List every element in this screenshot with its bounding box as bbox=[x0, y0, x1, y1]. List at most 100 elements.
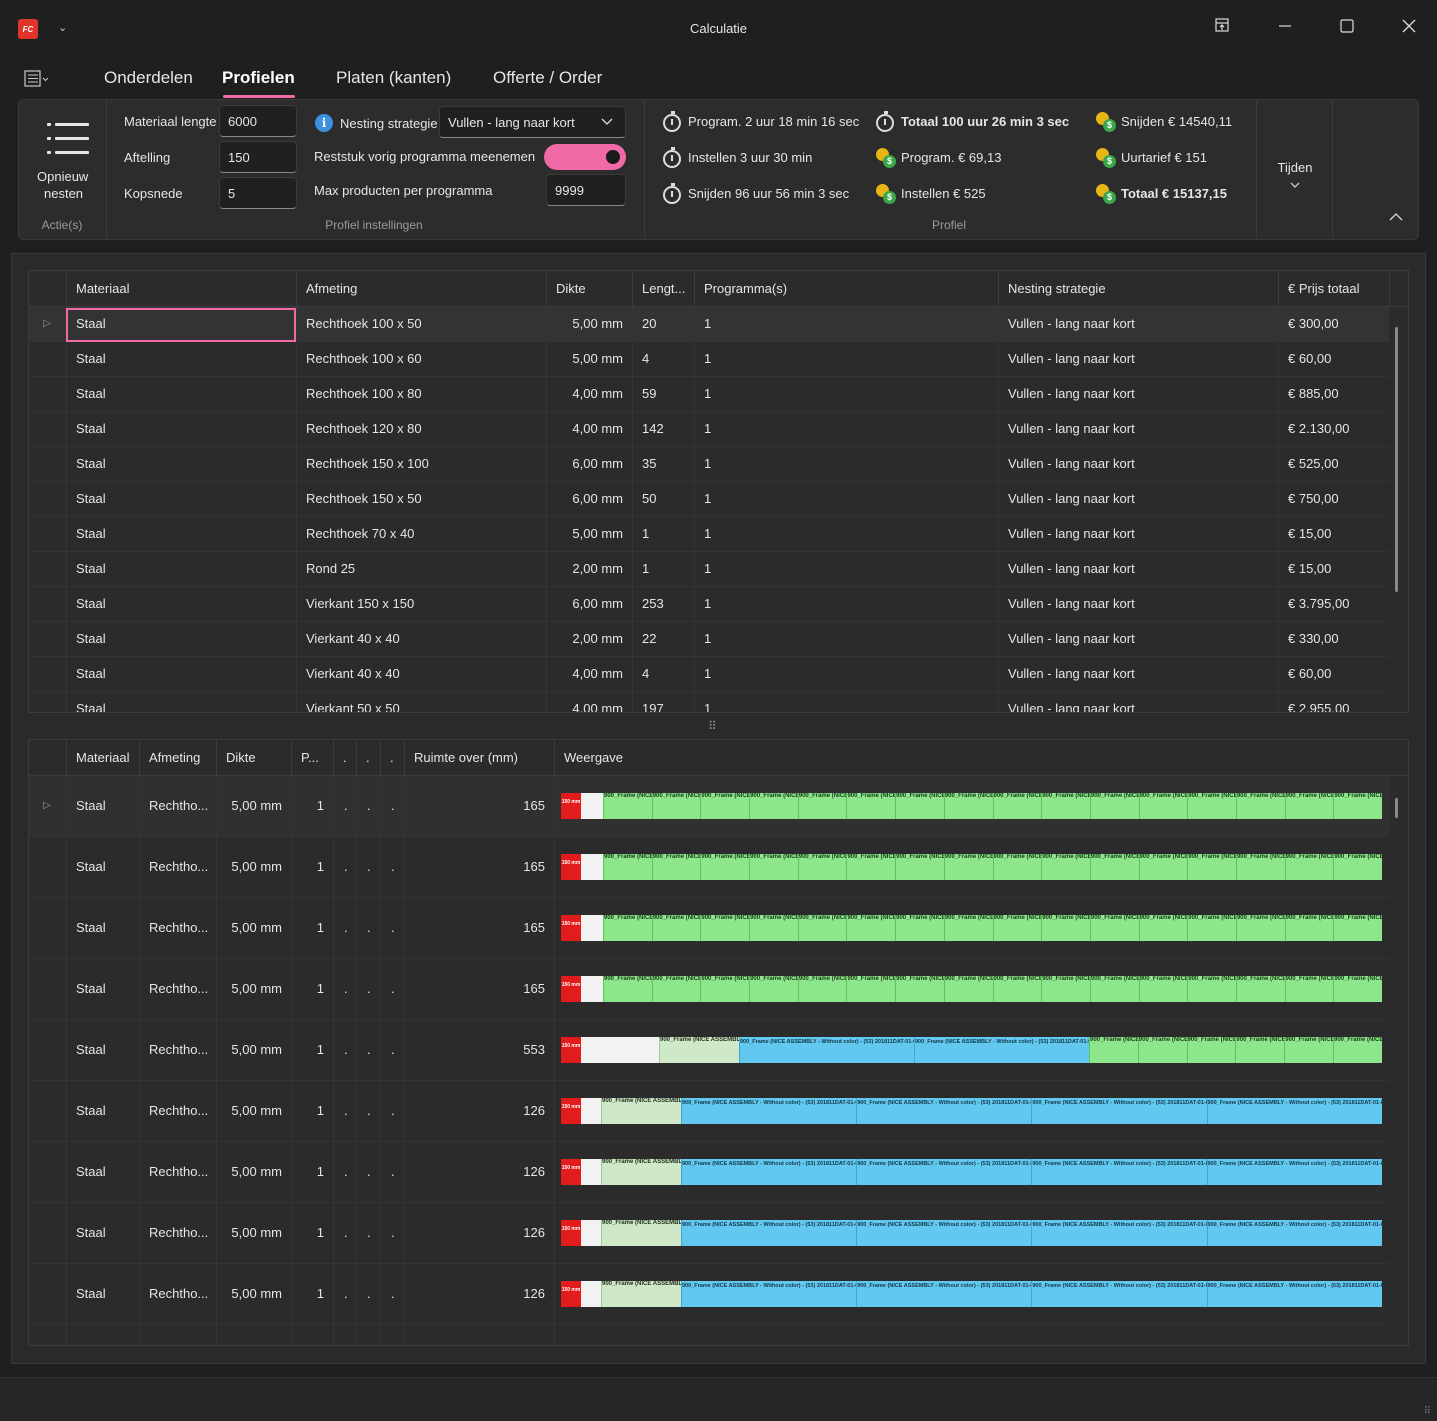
table-cell[interactable]: Rechtho... bbox=[139, 837, 216, 897]
nested-part[interactable]: 900_Frame (NICE ASSEMBLY - Without color… bbox=[943, 793, 993, 819]
nested-part[interactable]: 900_Frame (NICE ASSEMBLY - Without color… bbox=[1031, 1281, 1207, 1307]
renest-button[interactable]: Opnieuw nesten bbox=[25, 106, 101, 206]
table-cell[interactable]: 142 bbox=[632, 412, 694, 446]
table-cell[interactable]: 50 bbox=[632, 482, 694, 516]
nested-part[interactable]: 900_Frame (NICE ASSEMBLY - Without color… bbox=[1187, 976, 1236, 1002]
nesting-visual-cell[interactable]: 150 mm 900_Frame (NICE ASSEMBLY - Without… bbox=[554, 1142, 1389, 1202]
menu-icon[interactable] bbox=[24, 70, 49, 88]
table-cell[interactable]: 35 bbox=[632, 447, 694, 481]
table-row[interactable]: Staal Rechtho... 5,00 mm 1... 126 150 mm 900_F… bbox=[29, 1081, 1389, 1142]
table-cell[interactable]: 1 bbox=[694, 377, 998, 411]
table-cell[interactable]: . bbox=[333, 1081, 356, 1141]
nested-part[interactable]: 900_Frame (NICE ASSEMBLY - Without color… bbox=[651, 793, 701, 819]
table-cell[interactable]: Rechtho... bbox=[139, 1203, 216, 1263]
table-cell[interactable]: . bbox=[380, 1020, 404, 1080]
table-cell[interactable]: 126 bbox=[404, 1142, 554, 1202]
table-cell[interactable]: . bbox=[356, 1203, 380, 1263]
nested-part[interactable]: 900_Frame (NICE ASSEMBLY - Without color… bbox=[846, 854, 896, 880]
nested-part[interactable]: 900_Frame (NICE ASSEMBLY - Without color… bbox=[1235, 793, 1285, 819]
nested-part[interactable]: 900_Frame (NICE ASSEMBLY - Without color… bbox=[739, 1037, 914, 1063]
table-cell[interactable]: 126 bbox=[404, 1264, 554, 1324]
table-row[interactable]: Staal Rechthoek 120 x 80 4,00 mm 142 1 Vullen… bbox=[29, 412, 1389, 447]
table-cell[interactable]: 20 bbox=[632, 307, 694, 341]
table-row[interactable]: Staal Rechtho... 5,00 mm 1... 165 150 mm 900_F… bbox=[29, 837, 1389, 898]
table-cell[interactable]: . bbox=[333, 1264, 356, 1324]
nesting-visual-cell[interactable]: 150 mm 900_Frame (NICE ASSEMBLY - Without… bbox=[554, 776, 1389, 836]
table-cell[interactable]: 1 bbox=[694, 692, 998, 712]
remainder-toggle[interactable] bbox=[544, 144, 626, 170]
table-cell[interactable]: 1 bbox=[291, 776, 333, 836]
nested-part[interactable]: 900_Frame (NICE ASSEMBLY - Without color… bbox=[1187, 915, 1236, 941]
nested-part[interactable]: 900_Frame (NICE ASSEMBLY - Without color… bbox=[943, 976, 993, 1002]
nested-part[interactable]: 900_Frame (NICE ASSEMBLY - Without color… bbox=[681, 1281, 857, 1307]
table-cell[interactable]: 5,00 mm bbox=[216, 898, 291, 958]
column-header-p[interactable]: P... bbox=[291, 740, 333, 776]
table-cell[interactable]: 2,00 mm bbox=[546, 622, 632, 656]
table-row[interactable]: Staal Rechtho... 5,00 mm 1... 553 150 mm 900_F… bbox=[29, 1020, 1389, 1081]
column-header-weergave[interactable]: Weergave bbox=[554, 740, 1408, 776]
table-cell[interactable]: Vullen - lang naar kort bbox=[998, 412, 1278, 446]
table-cell[interactable]: Staal bbox=[66, 1264, 139, 1324]
table-cell[interactable] bbox=[139, 1325, 216, 1345]
table-cell[interactable]: 5,00 mm bbox=[216, 1203, 291, 1263]
nested-part[interactable]: 900_Frame (NICE ASSEMBLY - Without color… bbox=[992, 915, 1042, 941]
tab-offerte-order[interactable]: Offerte / Order bbox=[493, 68, 603, 87]
table-cell[interactable]: 22 bbox=[632, 622, 694, 656]
resize-grip-icon[interactable]: ⠿ bbox=[1423, 1406, 1431, 1417]
table-cell[interactable]: 1 bbox=[694, 342, 998, 376]
table-cell[interactable]: 5,00 mm bbox=[546, 517, 632, 551]
table-cell[interactable]: 5,00 mm bbox=[216, 959, 291, 1019]
nesting-strategy-select[interactable]: Vullen - lang naar kort bbox=[439, 106, 626, 138]
nested-part[interactable]: 900_Frame (NICE ASSEMBLY - Without color… bbox=[846, 976, 896, 1002]
table-row[interactable]: Staal Rechthoek 70 x 40 5,00 mm 1 1 Vullen - … bbox=[29, 517, 1389, 552]
nested-part[interactable]: 900_Frame (NICE ASSEMBLY - Without color… bbox=[1041, 976, 1090, 1002]
table-cell[interactable]: Vullen - lang naar kort bbox=[998, 447, 1278, 481]
column-header-afmeting[interactable]: Afmeting bbox=[296, 271, 546, 307]
column-header-dot-3[interactable]: . bbox=[380, 740, 404, 776]
table-cell[interactable] bbox=[333, 1325, 356, 1345]
nested-part[interactable]: 900_Frame (NICE ASSEMBLY - Without color… bbox=[856, 1159, 1032, 1185]
table-cell[interactable]: Rechthoek 120 x 80 bbox=[296, 412, 546, 446]
table-cell[interactable]: 1 bbox=[694, 412, 998, 446]
column-header-dot-2[interactable]: . bbox=[356, 740, 380, 776]
table-cell[interactable]: 1 bbox=[632, 552, 694, 586]
nested-part[interactable]: 900_Frame (NICE ASSEMBLY - Without color… bbox=[1333, 854, 1382, 880]
table-cell[interactable]: 1 bbox=[291, 898, 333, 958]
nested-part[interactable]: 900_Frame (NICE ASSEMBLY - Without color… bbox=[1041, 915, 1090, 941]
table-cell[interactable]: Staal bbox=[66, 1020, 139, 1080]
column-header-dot-1[interactable]: . bbox=[333, 740, 356, 776]
nested-part[interactable]: 900_Frame (NICE ASSEMBLY - Without color… bbox=[797, 854, 847, 880]
table-cell[interactable]: 6,00 mm bbox=[546, 447, 632, 481]
table-cell[interactable]: Rechthoek 150 x 100 bbox=[296, 447, 546, 481]
nested-part[interactable]: 900_Frame (NICE ASSEMBLY - Without color… bbox=[895, 976, 944, 1002]
table-cell[interactable]: Vullen - lang naar kort bbox=[998, 307, 1278, 341]
nested-part[interactable]: 900_Frame (NICE ASSEMBLY - Without color… bbox=[1187, 854, 1236, 880]
table-cell[interactable]: Staal bbox=[66, 959, 139, 1019]
table-cell[interactable]: . bbox=[333, 1142, 356, 1202]
table-cell[interactable]: Staal bbox=[66, 837, 139, 897]
table-cell[interactable]: 1 bbox=[291, 1203, 333, 1263]
table-row[interactable]: Staal Rechtho... 5,00 mm 1... 165 150 mm 900_F… bbox=[29, 959, 1389, 1020]
table-cell[interactable]: 1 bbox=[694, 587, 998, 621]
table-cell[interactable]: . bbox=[356, 1081, 380, 1141]
table-row[interactable]: Staal Rond 25 2,00 mm 1 1 Vullen - lang naar … bbox=[29, 552, 1389, 587]
nested-part[interactable]: 900_Frame (NICE ASSEMBLY - Without color… bbox=[681, 1098, 857, 1124]
table-cell[interactable]: Staal bbox=[66, 377, 296, 411]
table-cell[interactable]: Rechtho... bbox=[139, 1142, 216, 1202]
nested-part[interactable]: 900_Frame (NICE ASSEMBLY - Without color… bbox=[1089, 854, 1139, 880]
table-cell[interactable]: € 885,00 bbox=[1278, 377, 1389, 411]
table-cell[interactable]: Vullen - lang naar kort bbox=[998, 482, 1278, 516]
nesting-visual-cell[interactable]: 150 mm 900_Frame (NICE ASSEMBLY - Without… bbox=[554, 1203, 1389, 1263]
table-cell[interactable]: Vullen - lang naar kort bbox=[998, 622, 1278, 656]
times-button[interactable]: Tijden bbox=[1267, 160, 1323, 200]
nested-part[interactable]: 900_Frame (NICE ASSEMBLY - Without color… bbox=[992, 854, 1042, 880]
table-cell[interactable]: € 60,00 bbox=[1278, 657, 1389, 691]
nested-part[interactable]: 900_Frame (NICE ASSEMBLY - Without color… bbox=[943, 854, 993, 880]
nested-part[interactable]: 900_Frame (NICE ASSEMBLY - Without color… bbox=[1333, 915, 1382, 941]
nested-part[interactable]: 900_Frame (NICE ASSEMBLY - Without color… bbox=[601, 1220, 681, 1246]
nested-part[interactable]: 900_Frame (NICE ASSEMBLY - Without color… bbox=[943, 915, 993, 941]
table-cell[interactable]: 1 bbox=[694, 307, 998, 341]
nested-part[interactable]: 900_Frame (NICE ASSEMBLY - Without color… bbox=[651, 854, 701, 880]
nested-part[interactable]: 900_Frame (NICE ASSEMBLY - Without color… bbox=[1284, 976, 1334, 1002]
